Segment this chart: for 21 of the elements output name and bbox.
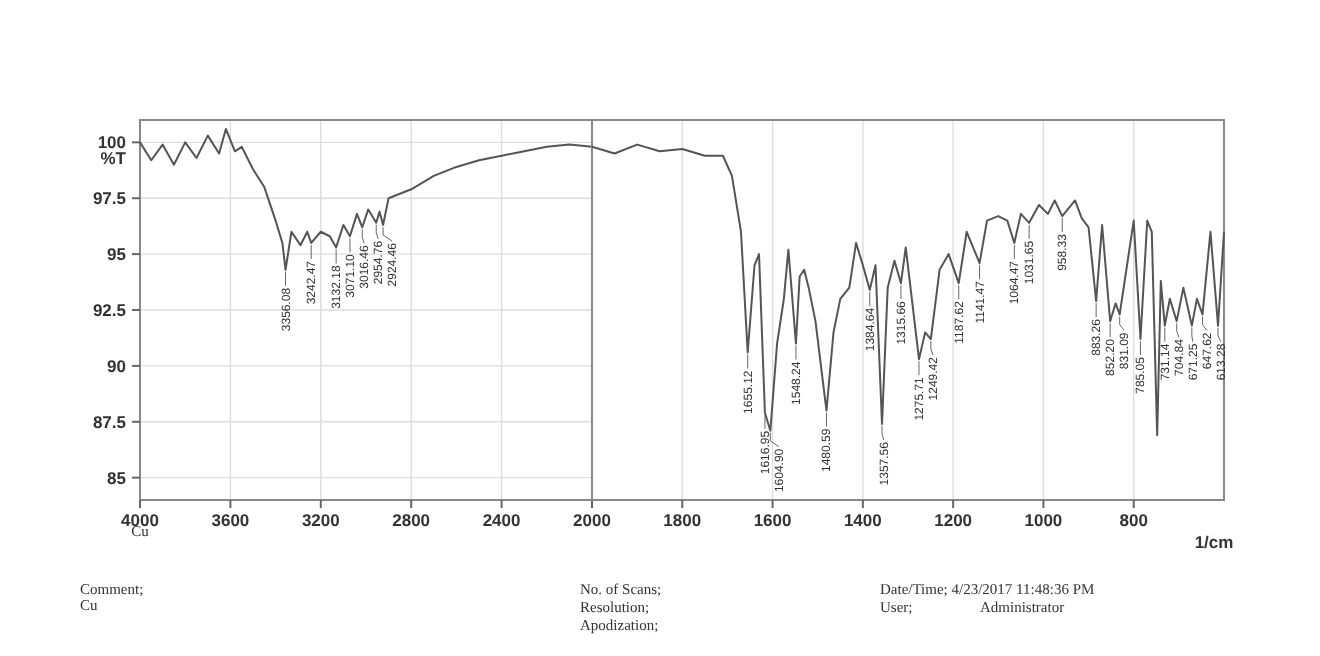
x-tick-label: 1600: [753, 510, 793, 530]
x-tick-label: 800: [1119, 510, 1149, 530]
x-tick-label: 4000: [121, 510, 160, 530]
y-tick-label: 97.5: [92, 188, 127, 209]
y-tick-label: 90: [107, 355, 127, 376]
x-tick-label: 1400: [843, 510, 883, 530]
x-tick-label: 2000: [573, 510, 612, 530]
x-tick-label: 1800: [663, 510, 702, 530]
x-tick-label: 3600: [211, 510, 250, 530]
x-tick-label: 2400: [482, 510, 522, 530]
y-tick-label: 95: [107, 244, 127, 265]
x-axis-title: 1/cm: [1194, 532, 1235, 552]
x-tick-label: 2800: [392, 510, 431, 530]
x-tick-label: 1000: [1024, 510, 1063, 530]
x-tick-label: 3200: [301, 510, 341, 530]
y-tick-label: 100: [97, 132, 127, 153]
y-tick-label: 85: [107, 467, 127, 488]
x-tick-label: 1200: [934, 510, 973, 530]
y-tick-label: 92.5: [92, 300, 127, 320]
y-tick-label: 87.5: [92, 411, 127, 432]
y-axis-title: %T: [100, 148, 128, 168]
